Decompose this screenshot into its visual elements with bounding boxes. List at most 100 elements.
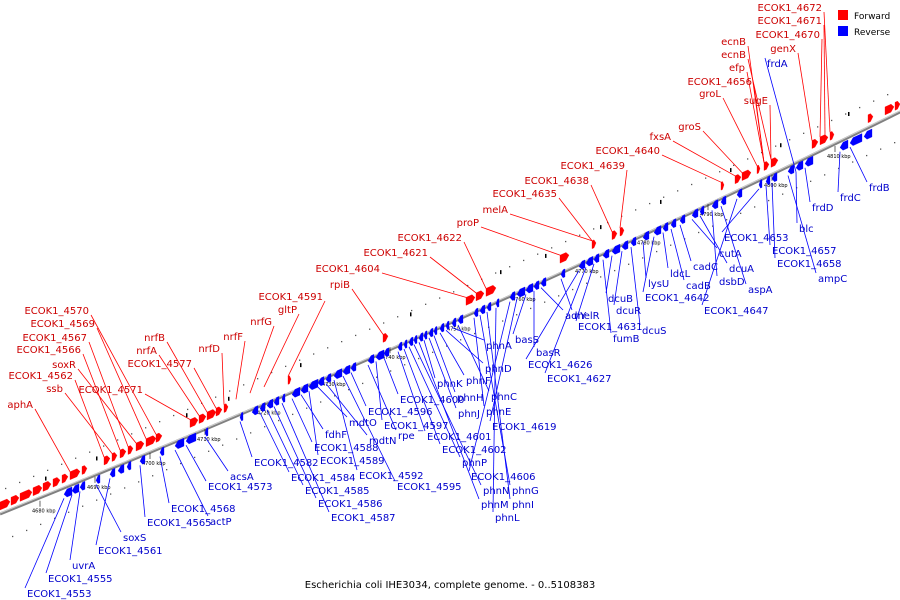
legend-swatch-reverse [838,26,848,36]
forward-gene-label: efp [729,63,745,74]
guide-dot [705,177,707,179]
reverse-gene-arrow [71,483,80,494]
guide-dot [159,421,161,423]
label-leader-line [590,184,613,232]
reverse-gene-arrow [397,341,403,351]
reverse-gene-label: ECOK1_4597 [384,421,449,432]
reverse-gene-label: ECOK1_4584 [291,473,356,484]
guide-dot [740,212,742,215]
reverse-gene-arrow [621,240,629,250]
forward-gene-arrow [223,403,229,413]
reverse-gene-label: ECOK1_4585 [305,486,370,497]
guide-dot [586,282,588,284]
forward-gene-label: ECOK1_4566 [16,345,81,356]
reverse-gene-arrow [428,327,434,338]
forward-gene-arrow [819,134,829,146]
label-leader-line [819,38,823,137]
reverse-gene-arrow [185,432,197,445]
label-leader-line [679,224,692,262]
label-leader-line [90,314,157,435]
reverse-gene-label: phnI [512,500,534,511]
reverse-gene-label: ECOK1_4657 [772,246,837,257]
label-leader-line [720,206,747,285]
label-leader-line [64,392,113,454]
label-leader-line [397,351,426,432]
guide-dot [404,364,406,366]
forward-gene-label: ECOK1_4562 [8,371,73,382]
label-leader-line [613,251,623,306]
guide-dot [82,505,84,507]
reverse-gene-arrow [653,225,662,236]
reverse-gene-arrow [383,347,390,357]
reverse-gene-arrow [540,277,547,287]
reverse-gene-label: ECOK1_4601 [427,432,492,443]
forward-gene-label: melA [482,205,508,216]
forward-gene-arrow [61,473,69,484]
guide-dot [691,183,693,186]
label-leader-line [642,236,655,293]
label-leader-line [88,341,129,447]
guide-dot [222,444,224,446]
label-leader-line [769,104,772,160]
label-leader-line [560,278,573,311]
label-leader-line [823,11,831,133]
reverse-gene-arrow [408,336,414,347]
label-leader-line [691,219,718,249]
label-leader-line [82,353,121,451]
tick-label: 4680 kbp [32,509,56,515]
label-leader-line [837,151,841,193]
guide-dot [26,529,28,532]
reverse-gene-label: phnK [437,379,463,390]
reverse-gene-arrow [413,334,418,345]
reverse-gene-label: ECOK1_4555 [48,574,113,585]
guide-dot [523,259,525,262]
guide-dot [229,390,231,392]
label-leader-line [96,327,147,439]
label-leader-line [439,332,465,376]
reverse-gene-label: ECOK1_4631 [578,322,643,333]
label-leader-line [235,340,246,400]
reverse-gene-arrow [516,286,526,298]
guide-dot [579,234,581,236]
label-leader-line [291,398,313,443]
reverse-gene-arrow [375,349,385,361]
reverse-gene-label: ECOK1_4626 [528,360,593,371]
forward-gene-label: ECOK1_4567 [22,333,87,344]
reverse-gene-arrow [593,253,600,263]
label-leader-line [722,97,758,166]
forward-gene-label: ECOK1_4604 [315,264,380,275]
label-leader-line [702,130,743,173]
label-leader-line [423,339,436,379]
guide-dot [453,291,455,293]
forward-gene-arrow [155,432,163,443]
reverse-gene-arrow [473,307,479,318]
forward-gene-arrow [52,477,61,488]
reverse-gene-arrow [367,354,375,364]
guide-dot [96,499,98,501]
guide-dot [180,462,182,465]
marker [500,270,502,275]
reverse-gene-label: ECOK1_4602 [442,445,507,456]
reverse-gene-arrow [79,481,86,491]
reverse-gene-label: adiY [565,311,587,322]
label-leader-line [849,146,868,183]
guide-dot [831,119,833,122]
label-leader-line [711,210,718,277]
label-leader-line [804,167,811,203]
forward-gene-arrow [119,448,127,459]
forward-gene-arrow [19,489,33,502]
guide-dot [565,240,567,243]
reverse-gene-label: ECOK1_4647 [704,306,769,317]
forward-gene-arrow [215,406,223,417]
guide-dot [866,154,868,157]
tick-label: 4810 kbp [827,154,851,160]
label-leader-line [273,406,317,499]
guide-dot [656,250,658,253]
label-leader-line [383,357,399,395]
label-leader-line [457,324,490,392]
forward-gene-arrow [287,375,292,385]
guide-dot [712,225,714,227]
marker [660,199,662,204]
guide-dot [187,408,189,411]
reverse-gene-arrow [273,396,280,406]
